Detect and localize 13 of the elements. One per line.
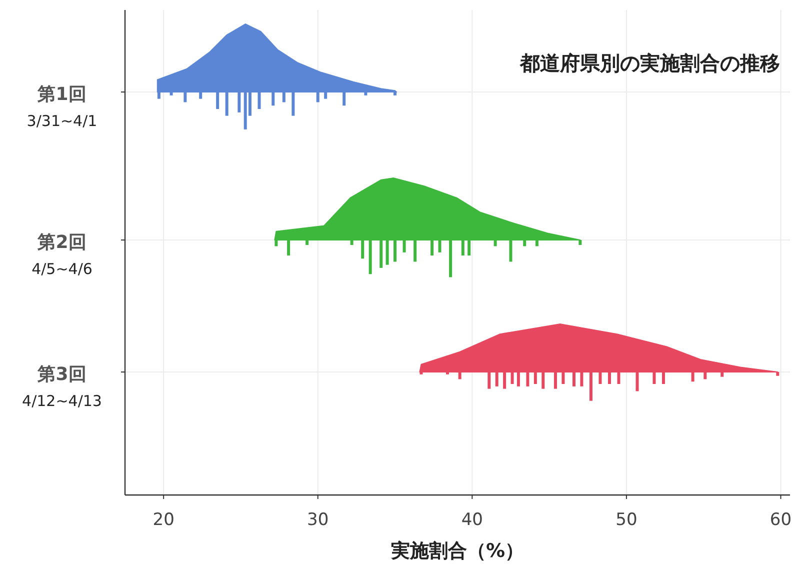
x-tick-label: 50	[616, 510, 638, 530]
x-tick-label: 40	[461, 510, 483, 530]
x-tick-label: 60	[770, 510, 792, 530]
text: 4/12~4/13	[22, 392, 102, 410]
text: 4/5~4/6	[32, 260, 92, 278]
text: 都道府県別の実施割合の推移	[519, 51, 780, 75]
text: 3/31~4/1	[26, 112, 98, 130]
y-axis-title: 第2回	[36, 232, 86, 253]
x-tick-label: 30	[307, 510, 329, 530]
y-axis-title: 第1回	[36, 84, 86, 105]
x-axis-title: 実施割合（%）	[390, 540, 524, 562]
x-tick-label: 20	[152, 510, 174, 530]
y-axis-title: 第3回	[36, 364, 86, 385]
